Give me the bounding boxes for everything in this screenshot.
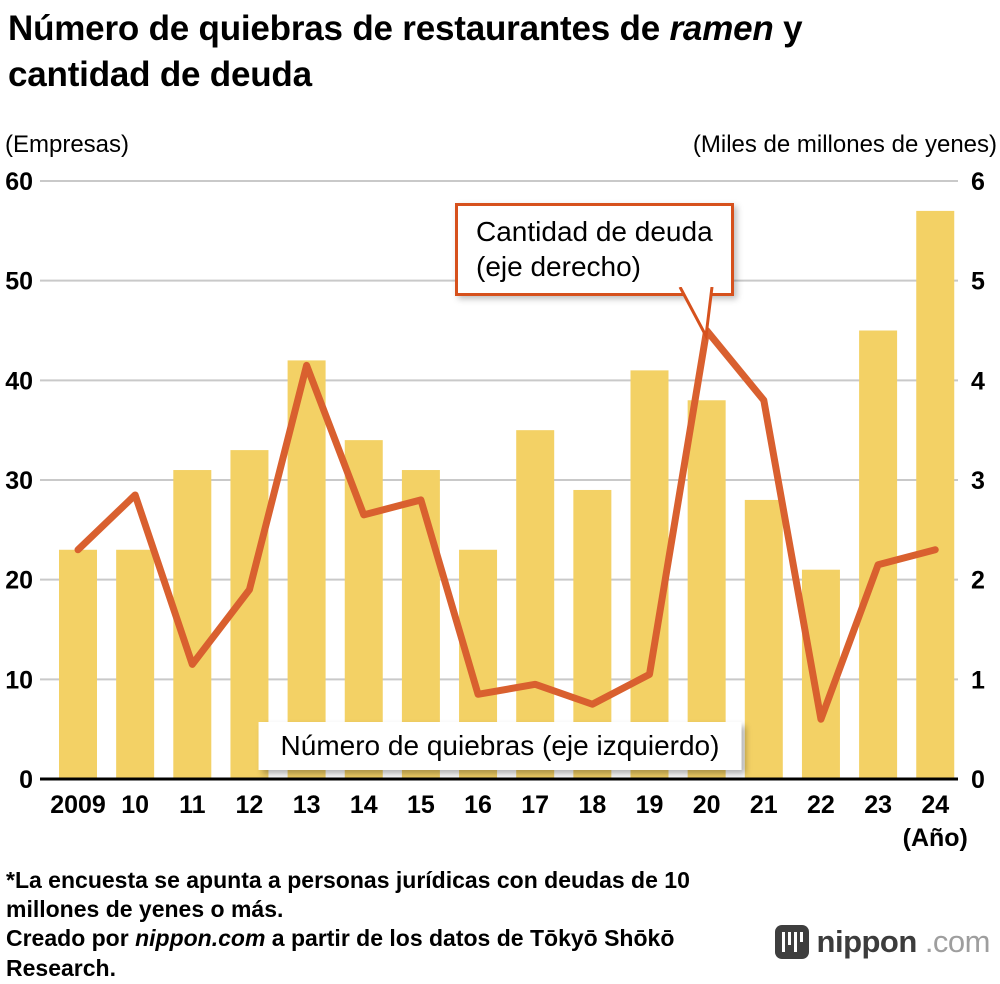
left-axis-tick: 50 — [5, 268, 33, 296]
right-axis-tick: 5 — [971, 268, 985, 296]
left-axis-tick: 0 — [19, 766, 33, 794]
nippon-logo-name: nippon — [816, 924, 918, 959]
title-text-1: Número de quiebras de restaurantes de — [8, 9, 670, 48]
callout-pointer-path — [678, 287, 714, 341]
x-tick-12: 12 — [236, 791, 264, 819]
bar-20 — [687, 400, 726, 779]
debt-callout-line-2: (eje derecho) — [476, 250, 641, 282]
x-tick-23: 23 — [864, 791, 892, 819]
x-tick-19: 19 — [636, 791, 664, 819]
bar-22 — [801, 569, 840, 779]
title-text-2: y — [773, 9, 803, 48]
bar-21 — [744, 499, 783, 779]
right-axis-tick: 1 — [971, 666, 985, 694]
left-axis-tick: 30 — [5, 467, 33, 495]
x-tick-2009: 2009 — [50, 791, 106, 819]
x-tick-16: 16 — [464, 791, 492, 819]
nippon-logo-tld: .com — [924, 924, 991, 959]
x-tick-18: 18 — [578, 791, 606, 819]
left-axis-unit-label: (Empresas) — [5, 131, 130, 158]
x-tick-17: 17 — [521, 791, 549, 819]
callout-pointer — [678, 287, 714, 341]
footnote-line-1: *La encuesta se apunta a personas jurídi… — [6, 867, 690, 923]
bar-19 — [630, 370, 669, 779]
chart-title: Número de quiebras de restaurantes de ra… — [8, 6, 994, 97]
x-tick-21: 21 — [750, 791, 778, 819]
x-tick-11: 11 — [179, 791, 206, 819]
left-axis-tick: 60 — [5, 168, 33, 196]
right-axis-unit-label: (Miles de millones de yenes) — [692, 131, 997, 158]
bar-13 — [287, 360, 326, 779]
right-axis-tick: 6 — [971, 168, 985, 196]
x-tick-14: 14 — [350, 791, 378, 819]
debt-callout-line-1: Cantidad de deuda — [476, 216, 713, 247]
right-axis-tick: 0 — [971, 766, 985, 794]
bars-label: Número de quiebras (eje izquierdo) — [258, 722, 742, 770]
footnote-credit-brand: nippon.com — [135, 925, 266, 952]
x-tick-20: 20 — [693, 791, 721, 819]
bar-10 — [116, 549, 155, 779]
title-line-2: cantidad de deuda — [8, 54, 312, 94]
right-axis-tick: 2 — [971, 567, 985, 595]
bar-2009 — [59, 549, 97, 779]
x-tick-13: 13 — [293, 791, 321, 819]
axis-units-row: (Empresas) (Miles de millones de yenes) — [5, 131, 997, 159]
footnote-line-2: Creado por nippon.com a partir de los da… — [6, 924, 726, 982]
debt-line-callout: Cantidad de deuda (eje derecho) — [455, 203, 734, 297]
bar-23 — [859, 330, 898, 779]
bar-24 — [916, 210, 955, 779]
x-axis-unit: (Año) — [903, 824, 968, 852]
debt-line — [74, 327, 939, 723]
nippon-logo: nippon .com — [774, 924, 991, 960]
bar-17 — [516, 430, 555, 779]
x-tick-15: 15 — [407, 791, 435, 819]
nippon-logo-icon — [774, 925, 809, 959]
footnote-credit-pre: Creado por — [6, 925, 136, 952]
left-axis-tick: 10 — [5, 666, 33, 694]
footnote-credit-post: a partir de los datos de Tōkyō Shōkō Res… — [6, 925, 675, 981]
right-axis-tick: 3 — [971, 467, 985, 495]
left-axis-tick: 20 — [5, 567, 33, 595]
footnote: *La encuesta se apunta a personas jurídi… — [6, 866, 726, 983]
x-tick-22: 22 — [807, 791, 835, 819]
x-tick-24: 24 — [921, 791, 949, 819]
right-axis-tick: 4 — [971, 367, 985, 395]
title-emphasis-ramen: ramen — [669, 9, 774, 48]
x-tick-10: 10 — [121, 791, 149, 819]
left-axis-tick: 40 — [5, 367, 33, 395]
